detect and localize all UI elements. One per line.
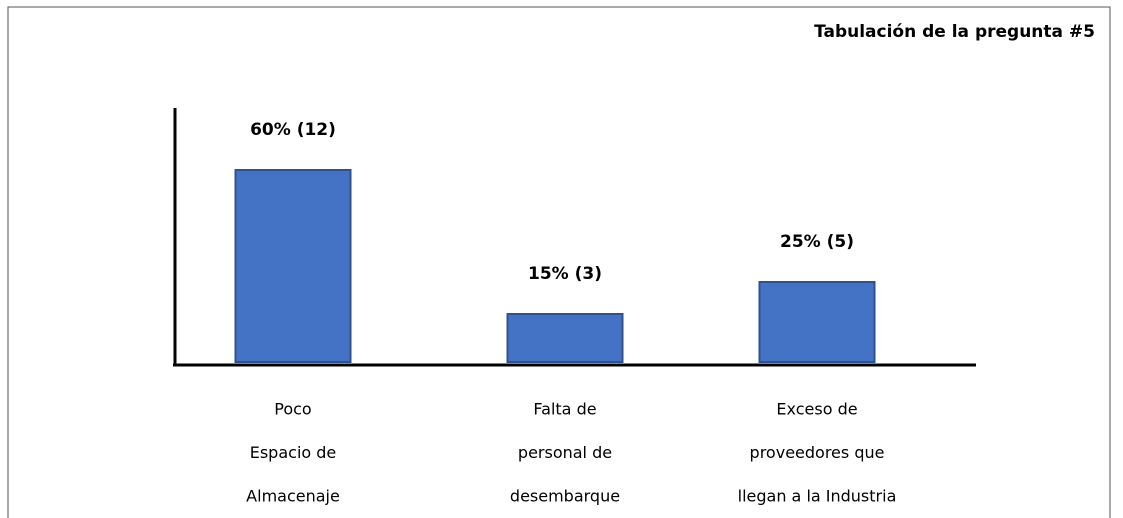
bar <box>758 281 876 363</box>
x-tick-label: personal de <box>518 443 612 462</box>
x-tick-label: Exceso de <box>776 400 857 419</box>
x-tick-label: Almacenaje <box>246 487 340 506</box>
value-label: 60% (12) <box>250 120 336 140</box>
x-tick-label: proveedores que <box>750 443 885 462</box>
value-label: 25% (5) <box>780 232 854 252</box>
chart-title: Tabulación de la pregunta #5 <box>814 22 1095 42</box>
x-tick-label: Poco <box>274 400 311 419</box>
x-tick-label: llegan a la Industria <box>738 487 897 506</box>
value-label: 15% (3) <box>528 264 602 284</box>
x-tick-label: desembarque <box>510 487 620 506</box>
bar <box>506 313 624 363</box>
x-tick-label: Falta de <box>533 400 596 419</box>
x-tick-label: Espacio de <box>250 443 337 462</box>
bar <box>234 169 352 363</box>
frame <box>7 6 1111 518</box>
